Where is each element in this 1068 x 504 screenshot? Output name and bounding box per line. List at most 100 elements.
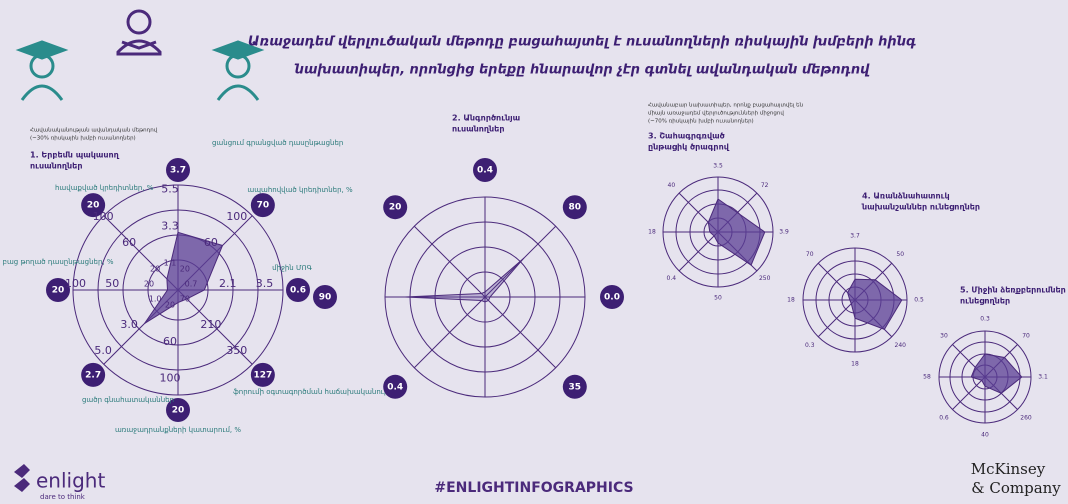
axis-label: 18 (851, 361, 859, 368)
badge-value: 20 (172, 406, 185, 416)
radar-note: (~70% ռիսկային խմբի ուսանողներ) (648, 119, 754, 125)
badge (81, 362, 106, 387)
axis-label: 18 (648, 229, 656, 236)
ring-label: 350 (226, 344, 247, 357)
ring-label: 20 (144, 280, 154, 289)
badge (562, 374, 587, 399)
badge (600, 285, 624, 309)
axis-label: 50 (896, 251, 904, 258)
radar: 3.5 72 3.9 250 50 0.4 18 40 Հավանաբար նախատիպեր,… (648, 103, 803, 302)
badge (383, 374, 408, 399)
ring-label: 3.5 (256, 277, 274, 290)
badge-value: 70 (257, 201, 270, 211)
spoke (413, 225, 486, 298)
partner: & Company (971, 479, 1061, 497)
badge-value: 80 (569, 203, 582, 213)
axis-label: ցածր գնահատականներ (82, 396, 174, 404)
axis-label: 3.1 (1038, 374, 1048, 381)
ring-label: 3.0 (120, 318, 138, 331)
ring-label: 100 (226, 210, 247, 223)
badge-value: 2.7 (85, 370, 101, 380)
axis-label: 250 (759, 275, 771, 282)
ring-label: 2.1 (219, 277, 237, 290)
badge (562, 195, 587, 220)
badge-value: 0.4 (477, 166, 493, 176)
badge (286, 278, 310, 302)
spoke (103, 215, 179, 291)
spoke (952, 376, 986, 410)
radar-note: (~30% ռիսկային խմբի ուսանողներ) (30, 136, 136, 142)
ring-label: 50 (105, 277, 119, 290)
title-line: Առաջադեմ վերլուծական մեթոդը բացահայտել է… (248, 35, 916, 50)
graduate-icon (15, 40, 69, 101)
radar-title: ուսանողներ (452, 125, 504, 134)
badge-value: 20 (52, 286, 65, 296)
radar-shape (707, 198, 766, 266)
spoke (817, 299, 856, 338)
footer: enlight dare to think #ENLIGHTINFOGRAPHI… (14, 460, 1061, 501)
badge-value: 20 (87, 201, 100, 211)
axis-label: 0.4 (667, 275, 677, 282)
badge-value: 0.0 (604, 293, 620, 303)
badge (166, 398, 190, 422)
radar-title: 4. Առանձնահատուկ (862, 192, 950, 201)
badge (81, 193, 106, 218)
radar-note: միայն առաջադեմ վերլուծությունների միջոցո… (648, 111, 784, 117)
badge-value: 127 (253, 370, 272, 380)
radar-shape (970, 353, 1023, 394)
axis-label: 0.6 (939, 415, 949, 422)
radar-title: նախանշաններ ունեցողներ (861, 203, 980, 212)
axis-label: ապահովված կրեդիտներ, % (247, 186, 353, 194)
axis-label: հավաքված կրեդիտներ, % (55, 184, 154, 192)
logo: enlight (36, 469, 105, 493)
spoke (678, 231, 719, 272)
ring-label: 60 (122, 236, 136, 249)
badge-value: 35 (569, 382, 582, 392)
axis-label: 40 (981, 432, 989, 439)
ring-label: 1.0 (149, 294, 162, 303)
badge (313, 285, 337, 309)
badge-value: 3.7 (170, 166, 186, 176)
axis-label: 3.5 (713, 163, 723, 170)
badge (250, 193, 275, 218)
icons (15, 9, 265, 101)
axis-label: 50 (714, 295, 722, 302)
ring-label: 20 (150, 265, 160, 274)
radar-title: ընթացիկ ծրագրով (648, 143, 730, 152)
badge-value: 0.4 (387, 382, 403, 392)
radar-note: Հավանականության ավանդական մեթոդով (30, 128, 158, 134)
axis-label: 40 (668, 182, 676, 189)
logo-mark (14, 464, 30, 492)
radar-title: 1. Երբեմն պակասող (30, 151, 120, 160)
radar-title: 3. Շահագրգռված (648, 132, 725, 141)
ring-label: 100 (93, 210, 114, 223)
badge (473, 158, 497, 182)
axis-label: 72 (761, 182, 769, 189)
radar: 3.7 50 0.5 240 18 0.3 18 70 4. Առանձնահատուկ նախա… (787, 192, 980, 368)
radar-shape (847, 278, 903, 331)
ring-label: 210 (200, 318, 221, 331)
spoke (177, 289, 253, 365)
ring-label: 0.7 (185, 280, 198, 289)
reader-icon (116, 9, 162, 56)
axis-label: 3.7 (850, 233, 860, 240)
axis-label: 58 (923, 374, 931, 381)
badge (46, 278, 70, 302)
axis-label: բաց թողած դասընթացներ, % (3, 258, 114, 266)
badge (166, 158, 190, 182)
axis-label: 240 (895, 342, 907, 349)
axis-label: 30 (940, 332, 948, 339)
ring-label: 5.5 (161, 183, 179, 196)
badge (383, 195, 408, 220)
radar-shape (404, 257, 525, 303)
axis-label: 70 (1022, 332, 1030, 339)
badge-value: 90 (319, 293, 332, 303)
axis-label: 3.9 (779, 229, 789, 236)
axis-label: 18 (787, 297, 795, 304)
radar: 0.3 70 3.1 260 40 0.6 58 30 5. Միջին ձեռքբերումն… (923, 286, 1066, 439)
ring-label: 100 (160, 372, 181, 385)
spoke (484, 296, 557, 369)
ring-label: 70 (180, 294, 190, 303)
axis-label: ցանցում գրանցված դասընթացներ (212, 139, 343, 147)
